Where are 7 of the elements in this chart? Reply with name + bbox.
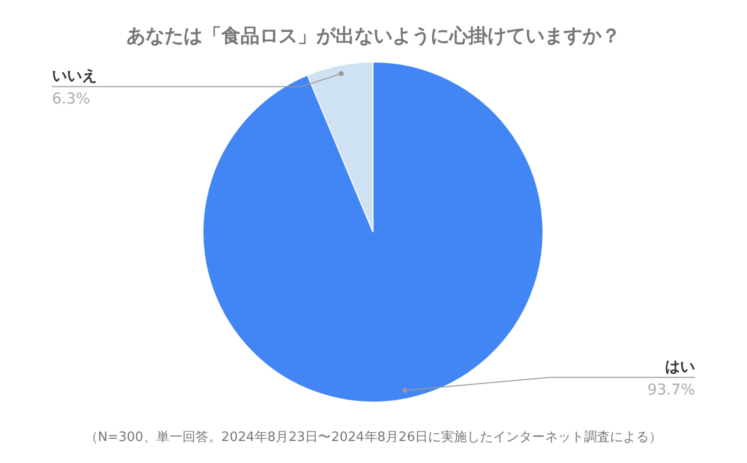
text: （N=300、単一回答。2024年8月23日〜2024年8月26日に実施したインターネット調査による） bbox=[84, 429, 662, 445]
data-label: 93.7% bbox=[647, 380, 695, 398]
slice-label: はい bbox=[665, 357, 695, 376]
data-label: 6.3% bbox=[52, 90, 90, 108]
chart-title: あなたは「食品ロス」が出ないように心掛けていますか？ bbox=[126, 25, 620, 47]
pie-slice bbox=[202, 62, 544, 402]
slice-label: いいえ bbox=[52, 66, 97, 85]
